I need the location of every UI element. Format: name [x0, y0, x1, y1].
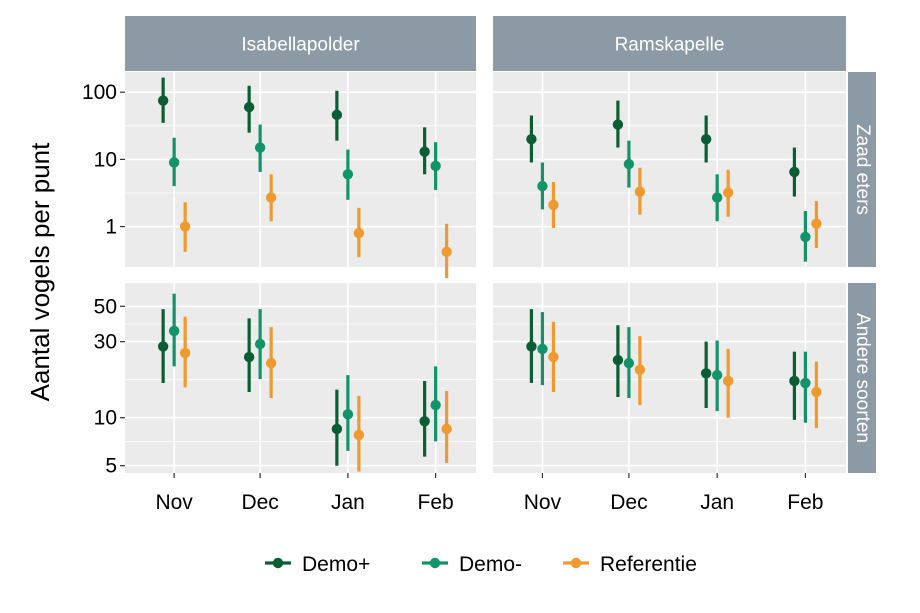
legend-item-demo: Demo- — [422, 553, 522, 576]
x-tick-label-jan: Jan — [331, 491, 365, 514]
point-referentie-isabellapolder-feb — [441, 423, 452, 435]
point-demo-isabellapolder-dec — [254, 142, 266, 153]
y-tick-label: 10 — [94, 407, 117, 430]
legend-key-dot — [272, 557, 284, 569]
point-demo-ramskapelle-jan — [711, 192, 723, 203]
x-tick-label-nov: Nov — [155, 491, 193, 514]
strip-andere-soorten — [848, 283, 876, 473]
point-referentie-isabellapolder-jan — [353, 227, 365, 239]
point-demo-isabellapolder-jan — [342, 409, 354, 420]
legend-key-dot — [570, 557, 582, 569]
point-demo-isabellapolder-feb — [419, 146, 430, 157]
legend-label-referentie: Referentie — [600, 553, 697, 576]
point-demo-ramskapelle-dec — [623, 357, 635, 369]
point-referentie-ramskapelle-jan — [722, 187, 734, 198]
point-demo-ramskapelle-dec — [612, 119, 624, 130]
point-referentie-ramskapelle-nov — [548, 199, 559, 211]
strip-label-andere-soorten: Andere soorten — [852, 313, 873, 443]
y-tick-label: 5 — [105, 455, 117, 478]
x-tick-label-dec: Dec — [610, 491, 647, 514]
point-referentie-ramskapelle-dec — [634, 364, 646, 375]
point-demo-ramskapelle-feb — [789, 375, 800, 387]
point-demo-ramskapelle-dec — [623, 158, 635, 170]
point-demo-ramskapelle-nov — [537, 180, 548, 192]
point-referentie-isabellapolder-dec — [265, 192, 277, 203]
x-tick-label-feb: Feb — [418, 491, 454, 514]
point-demo-ramskapelle-nov — [537, 343, 548, 355]
strip-ramskapelle — [493, 16, 846, 71]
point-demo-ramskapelle-jan — [700, 133, 712, 145]
legend-item-demo: Demo+ — [265, 553, 370, 576]
x-tick-label-dec: Dec — [241, 491, 278, 514]
point-demo-ramskapelle-nov — [526, 341, 537, 352]
point-demo-isabellapolder-nov — [157, 341, 169, 352]
point-demo-isabellapolder-jan — [331, 423, 343, 435]
point-demo-ramskapelle-feb — [800, 377, 811, 389]
strip-label-zaad-eters: Zaad eters — [852, 124, 873, 215]
point-referentie-ramskapelle-nov — [548, 351, 559, 363]
point-demo-isabellapolder-jan — [331, 109, 343, 121]
point-referentie-isabellapolder-feb — [441, 246, 452, 258]
point-referentie-isabellapolder-jan — [353, 429, 365, 441]
point-demo-isabellapolder-feb — [419, 416, 430, 427]
point-demo-ramskapelle-feb — [800, 231, 811, 243]
x-tick-label-nov: Nov — [524, 491, 562, 514]
point-referentie-ramskapelle-dec — [634, 186, 646, 197]
point-referentie-ramskapelle-feb — [811, 386, 822, 398]
x-tick-label-jan: Jan — [700, 491, 734, 514]
y-tick-label: 1 — [105, 216, 117, 239]
panel-isabellapolder-zaad-eters — [125, 72, 476, 267]
point-demo-ramskapelle-feb — [789, 166, 800, 178]
strip-isabellapolder — [125, 16, 476, 71]
point-demo-ramskapelle-nov — [526, 133, 537, 145]
y-axis-title: Aantal vogels per punt — [25, 142, 55, 402]
point-demo-isabellapolder-dec — [254, 338, 266, 350]
legend-key-dot — [429, 557, 441, 569]
point-demo-isabellapolder-dec — [243, 101, 255, 113]
y-tick-label: 50 — [94, 295, 117, 318]
x-tick-label-feb: Feb — [787, 491, 823, 514]
panel-ramskapelle-zaad-eters — [493, 72, 846, 267]
point-referentie-ramskapelle-feb — [811, 218, 822, 229]
point-referentie-ramskapelle-jan — [722, 375, 734, 387]
point-demo-isabellapolder-feb — [430, 399, 441, 411]
point-demo-isabellapolder-feb — [430, 160, 441, 172]
point-demo-isabellapolder-jan — [342, 169, 354, 180]
point-referentie-isabellapolder-dec — [265, 357, 277, 369]
point-demo-isabellapolder-dec — [243, 351, 255, 363]
legend-label-demo: Demo- — [459, 553, 522, 576]
y-tick-label: 100 — [82, 81, 117, 104]
legend-item-referentie: Referentie — [563, 553, 697, 576]
strip-zaad-eters — [848, 72, 876, 267]
legend-label-demo: Demo+ — [302, 553, 370, 576]
strip-label-ramskapelle: Ramskapelle — [615, 35, 725, 56]
y-tick-label: 10 — [94, 148, 117, 171]
point-referentie-isabellapolder-nov — [179, 221, 191, 232]
y-tick-label: 30 — [94, 331, 117, 354]
point-demo-ramskapelle-jan — [711, 369, 723, 381]
strip-label-isabellapolder: Isabellapolder — [241, 35, 360, 56]
point-demo-ramskapelle-dec — [612, 354, 624, 366]
point-referentie-isabellapolder-nov — [179, 347, 191, 359]
point-demo-isabellapolder-nov — [168, 157, 180, 168]
point-demo-ramskapelle-jan — [700, 368, 712, 379]
point-demo-isabellapolder-nov — [157, 95, 169, 106]
point-demo-isabellapolder-nov — [168, 325, 180, 337]
